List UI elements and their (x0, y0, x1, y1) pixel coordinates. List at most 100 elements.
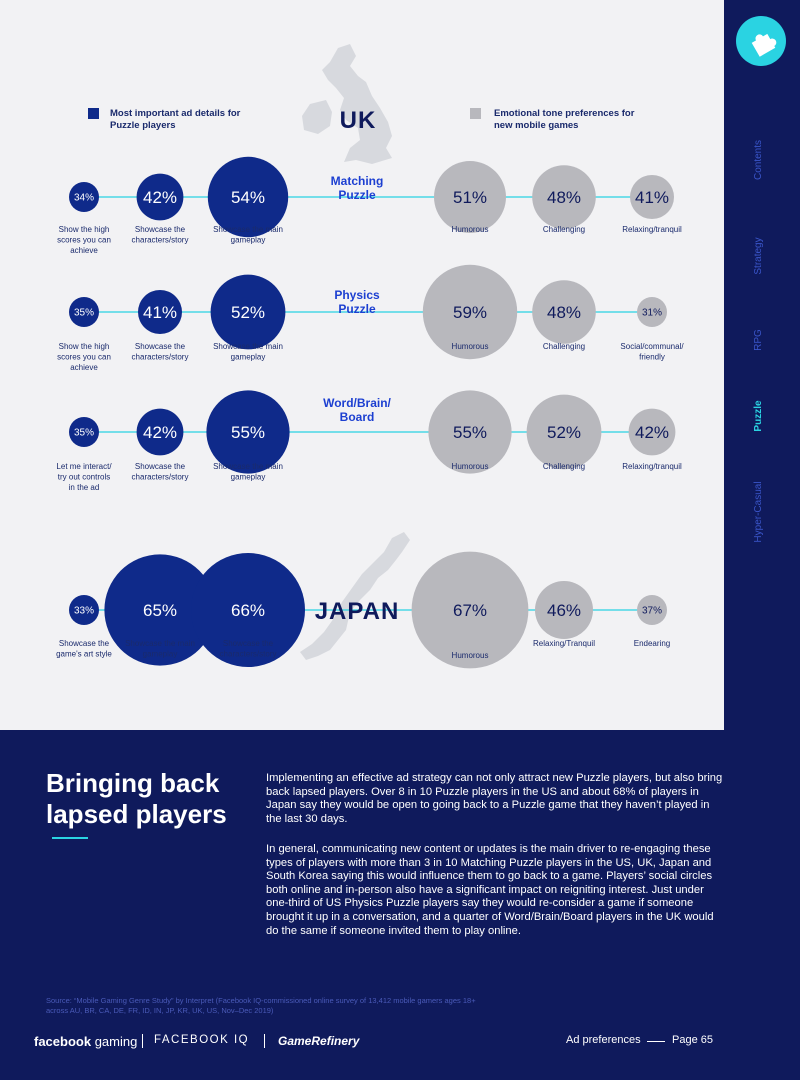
footer-separator (264, 1034, 265, 1048)
section-label: Ad preferences (566, 1034, 641, 1046)
section-paragraph-1: Implementing an effective ad strategy ca… (266, 772, 723, 825)
tone-label: Challenging (543, 462, 585, 471)
puzzle-piece-icon[interactable] (736, 16, 786, 66)
ad-detail-label: Show the high scores you can achieve (57, 342, 111, 372)
nav-rpg[interactable]: RPG (753, 329, 764, 351)
tone-bubble (630, 175, 674, 219)
ad-detail-label: Showcase the main gameplay (213, 462, 283, 482)
legend-label-tone: Emotional tone preferences for new mobile… (494, 108, 635, 131)
ad-detail-bubble (138, 290, 182, 334)
ad-detail-bubble (207, 156, 289, 238)
ad-detail-value: 54% (231, 188, 265, 207)
tone-value: 67% (453, 601, 487, 620)
ad-detail-label: Showcase the game's art style (56, 639, 112, 659)
tone-bubble (532, 165, 596, 229)
ad-detail-label: Show the high scores you can achieve (57, 225, 111, 255)
ireland-map-silhouette (302, 100, 332, 134)
footer-separator (142, 1034, 143, 1048)
tone-label: Challenging (543, 342, 585, 351)
section-paragraph-2: In general, communicating new content or… (266, 843, 714, 937)
nav-contents[interactable]: Contents (753, 139, 764, 181)
ad-detail-bubble (69, 297, 99, 327)
tone-value: 55% (453, 423, 487, 442)
nav-hyper-casual[interactable]: Hyper-Casual (753, 481, 764, 543)
ad-detail-bubble (191, 553, 305, 667)
ad-detail-value: 35% (74, 308, 94, 319)
tone-bubble (434, 161, 506, 233)
facebook-iq-logo: FACEBOOK IQ (154, 1034, 250, 1046)
heading-underline (52, 837, 88, 839)
ad-detail-value: 42% (143, 188, 177, 207)
tone-label: Humorous (452, 651, 489, 660)
tone-value: 37% (642, 606, 662, 617)
ad-detail-label: Showcase the main gameplay (213, 342, 283, 362)
tone-value: 52% (547, 423, 581, 442)
tone-value: 46% (547, 601, 581, 620)
ad-detail-label: Let me interact/try out controls in the a… (56, 462, 112, 492)
source-note: Source: “Mobile Gaming Genre Study” by I… (46, 996, 476, 1015)
tone-bubble (628, 408, 676, 456)
nav-puzzle[interactable]: Puzzle (753, 400, 764, 432)
ad-detail-label: Showcase the characters/story (132, 342, 189, 362)
tone-value: 51% (453, 188, 487, 207)
ad-detail-label: Showcase the main gameplay (213, 225, 283, 245)
legend-swatch-tone (470, 108, 481, 119)
genre-label: Word/Brain/Board (323, 396, 391, 424)
legend-swatch-ad-details (88, 108, 99, 119)
tone-label: Humorous (452, 342, 489, 351)
ad-detail-value: 34% (74, 193, 94, 204)
ad-detail-bubble (69, 595, 99, 625)
bubble-chart: Most important ad details for Puzzle play… (56, 44, 684, 669)
ad-detail-bubble (69, 417, 99, 447)
section-heading: Bringing back lapsed players (46, 768, 227, 829)
tone-bubble (637, 595, 667, 625)
ad-detail-value: 55% (231, 423, 265, 442)
sidebar-nav (724, 0, 800, 730)
tone-bubble (637, 297, 667, 327)
region-label-japan: JAPAN (315, 598, 400, 625)
tone-label: Humorous (452, 225, 489, 234)
facebook-gaming-logo: facebook gaming (34, 1034, 138, 1049)
tone-label: Humorous (452, 462, 489, 471)
tone-value: 48% (547, 303, 581, 322)
tone-bubble (411, 551, 529, 669)
ad-detail-bubble (206, 390, 290, 474)
tone-bubble (526, 394, 602, 470)
tone-label: Relaxing/tranquil (622, 225, 682, 234)
tone-bubble (532, 280, 596, 344)
tone-value: 42% (635, 423, 669, 442)
ad-detail-label: Showcase the characters/story (220, 639, 277, 659)
chart-panel: Most important ad details for Puzzle play… (0, 0, 724, 730)
tone-label: Relaxing/tranquil (622, 462, 682, 471)
ad-detail-value: 35% (74, 428, 94, 439)
ad-detail-label: Showcase the main gameplay (125, 639, 195, 659)
ad-detail-bubble (136, 173, 184, 221)
nav-strategy[interactable]: Strategy (753, 237, 764, 275)
tone-bubble (535, 581, 593, 639)
tone-value: 48% (547, 188, 581, 207)
ad-detail-bubble (104, 554, 216, 666)
ad-detail-bubble (136, 408, 184, 456)
ad-detail-value: 33% (74, 606, 94, 617)
ad-detail-value: 52% (231, 303, 265, 322)
tone-value: 41% (635, 188, 669, 207)
tone-value: 31% (642, 308, 662, 319)
footer-dash (647, 1041, 665, 1042)
tone-label: Social/communal/friendly (620, 342, 684, 362)
tone-bubble (428, 390, 512, 474)
ad-detail-value: 66% (231, 601, 265, 620)
genre-label: Physics Puzzle (334, 288, 380, 316)
ad-detail-bubble (210, 274, 286, 350)
ad-detail-value: 65% (143, 601, 177, 620)
ad-detail-bubble (69, 182, 99, 212)
region-label-uk: UK (340, 107, 377, 134)
tone-label: Challenging (543, 225, 585, 234)
ad-detail-value: 42% (143, 423, 177, 442)
legend-label-ad-details: Most important ad details for Puzzle play… (110, 108, 241, 131)
tone-value: 59% (453, 303, 487, 322)
japan-map-silhouette (300, 532, 410, 660)
tone-label: Relaxing/Tranquil (533, 639, 595, 648)
tone-label: Endearing (634, 639, 670, 648)
ad-detail-value: 41% (143, 303, 177, 322)
uk-map-silhouette (322, 44, 392, 164)
